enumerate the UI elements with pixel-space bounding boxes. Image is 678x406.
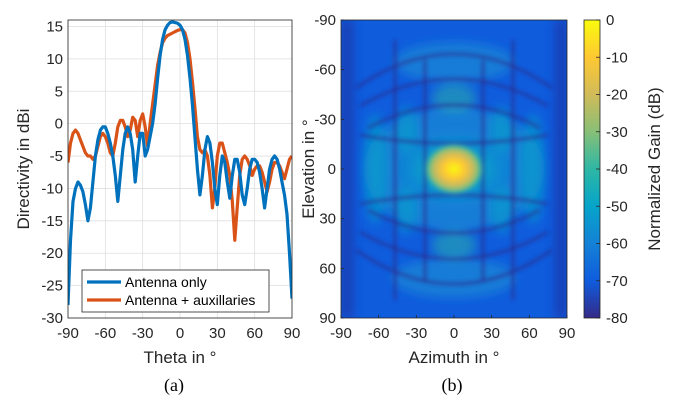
colorbar-tick-label: -70 — [606, 273, 628, 290]
colorbar-tick-label: -40 — [606, 161, 628, 178]
y-tick-label-b: -30 — [314, 111, 336, 128]
caption-a: (a) — [164, 375, 184, 396]
colorbar-tick-label: -20 — [606, 87, 628, 104]
x-tick-label-b: 30 — [483, 325, 500, 342]
series-line-antenna-only — [68, 20, 292, 306]
series-line-antenna-auxillaries — [68, 28, 292, 242]
legend-label-antenna-auxillaries: Antenna + auxillaries — [125, 292, 255, 308]
colorbar-label: Normalized Gain (dB) — [645, 87, 664, 250]
x-tick-label: -30 — [132, 325, 154, 342]
x-tick-label-b: -90 — [330, 325, 352, 342]
y-tick-label-b: 90 — [319, 310, 336, 327]
colorbar-tick-label: -10 — [606, 49, 628, 66]
x-tick-label-b: 90 — [559, 325, 576, 342]
x-tick-label: -90 — [57, 325, 79, 342]
x-tick-label-b: -60 — [368, 325, 390, 342]
y-axis-label-a: Directivity in dBi — [14, 109, 33, 230]
x-tick-label-b: 60 — [521, 325, 538, 342]
ticks-a: -90 -60 -30 0 30 60 90 -30 -25 -20 -15 -10 -5 0 5 10 15 — [41, 18, 300, 342]
y-tick-label: -5 — [50, 148, 63, 165]
y-tick-label-b: -60 — [314, 62, 336, 79]
y-tick-label: -20 — [41, 245, 63, 262]
colorbar-tick-label: -50 — [606, 198, 628, 215]
x-tick-label: 30 — [209, 325, 226, 342]
y-tick-label: -15 — [41, 213, 63, 230]
x-tick-label: 0 — [176, 325, 184, 342]
legend-box — [81, 269, 270, 313]
x-tick-label: 90 — [284, 325, 301, 342]
y-axis-label-b: Elevation in ° — [299, 119, 318, 218]
line-chart-panel: -90 -60 -30 0 30 60 90-30-25-20-15-10-5051015 … — [14, 18, 300, 396]
colorbar-tick-label: -80 — [606, 310, 628, 327]
y-tick-label: -10 — [41, 180, 63, 197]
x-axis-label-b: Azimuth in ° — [409, 348, 500, 367]
y-tick-label-b: 30 — [319, 211, 336, 228]
legend: Antenna only Antenna + auxillaries — [81, 269, 270, 313]
colorbar-tick-label: -30 — [606, 124, 628, 141]
y-tick-label: -30 — [41, 310, 63, 327]
y-tick-label: 0 — [55, 116, 63, 133]
caption-b: (b) — [442, 375, 463, 396]
y-tick-label-b: 60 — [319, 260, 336, 277]
x-tick-label: -60 — [94, 325, 116, 342]
colorbar-tick-label: -60 — [606, 236, 628, 253]
axes-box-a — [67, 19, 293, 319]
colorbar-ticks: 0 -10 -20 -30 -40 -50 -60 -70 -80 — [596, 12, 628, 327]
x-tick-label-b: -30 — [405, 325, 427, 342]
y-tick-label: -25 — [41, 278, 63, 295]
x-tick-label: 60 — [246, 325, 263, 342]
x-tick-label-b: 0 — [450, 325, 458, 342]
legend-label-antenna-only: Antenna only — [125, 274, 207, 290]
main-beam-peak — [424, 143, 484, 195]
y-tick-label-b: 0 — [328, 161, 336, 178]
y-tick-label-b: -90 — [314, 12, 336, 29]
x-axis-label-a: Theta in ° — [144, 348, 217, 367]
heatmap-image — [341, 20, 567, 318]
y-tick-label: 5 — [55, 83, 63, 100]
y-tick-label: 15 — [46, 18, 63, 35]
colorbar-tick-label: 0 — [606, 12, 614, 29]
y-tick-label: 10 — [46, 51, 63, 68]
